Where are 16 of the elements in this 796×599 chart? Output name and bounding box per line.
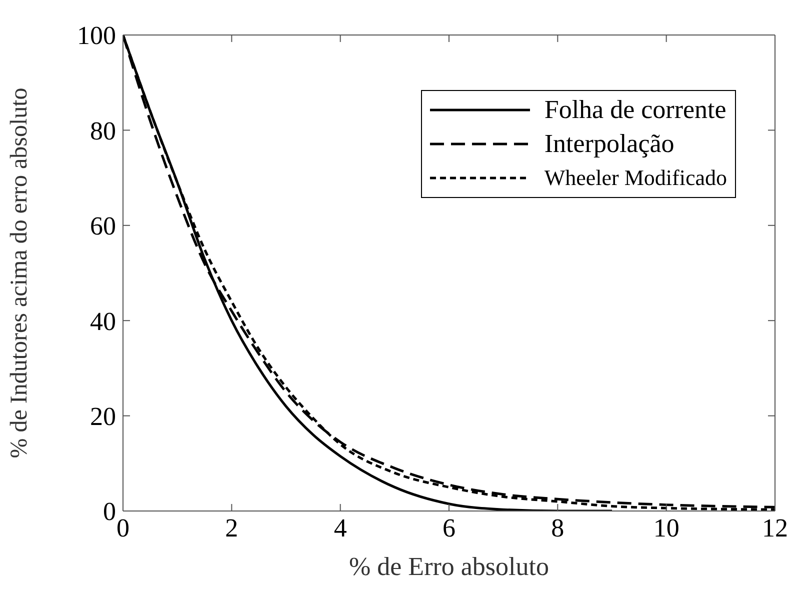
x-tick-label: 8 — [551, 513, 564, 542]
y-tick-label: 80 — [90, 116, 116, 146]
legend-label: Folha de corrente — [544, 95, 726, 125]
x-axis-title: % de Erro absoluto — [348, 552, 550, 581]
x-tick-label: 2 — [225, 513, 238, 542]
y-tick-label: 100 — [77, 21, 116, 50]
y-tick-label: 60 — [90, 212, 116, 241]
y-tick-label: 20 — [90, 402, 116, 432]
y-axis-title: % de Indutores acima do erro absoluto — [6, 88, 33, 458]
x-tick-label: 6 — [442, 513, 456, 542]
x-tick-label: 12 — [762, 513, 788, 542]
x-tick-label: 4 — [334, 513, 347, 542]
x-tick-label: 10 — [653, 513, 680, 542]
legend-label: Interpolação — [544, 129, 674, 159]
legend-label: Wheeler Modificado — [544, 165, 727, 191]
y-tick-label: 40 — [90, 306, 116, 336]
